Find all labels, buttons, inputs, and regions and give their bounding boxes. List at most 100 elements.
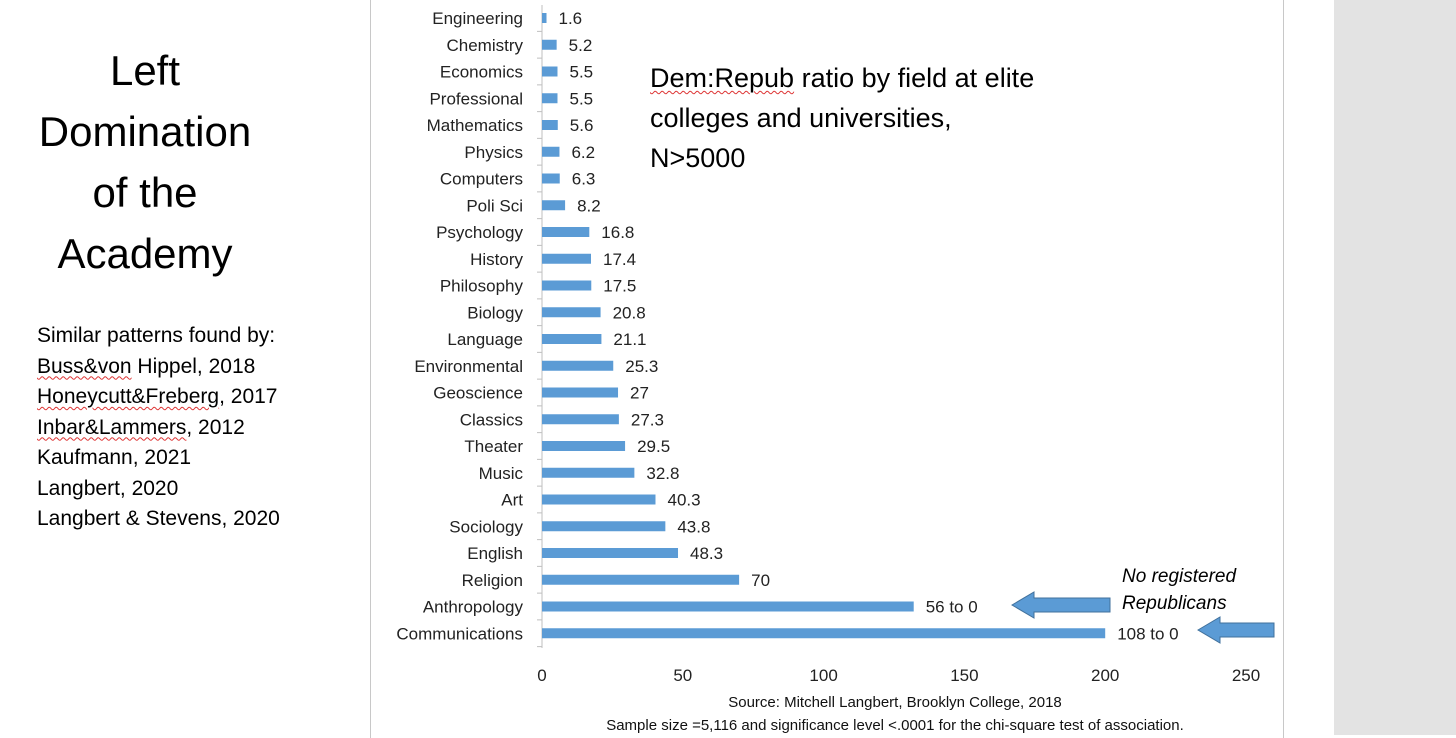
- title-line: Left: [109, 47, 181, 94]
- sample-note: Sample size =5,116 and significance leve…: [606, 717, 1184, 734]
- chart-title: Dem:Repub ratio by field at elite colleg…: [650, 58, 1034, 178]
- category-label: Geoscience: [433, 384, 523, 403]
- reference-rest: , 2017: [219, 385, 278, 408]
- data-label: 70: [751, 571, 770, 590]
- bar: [542, 334, 602, 344]
- data-label: 21.1: [613, 330, 646, 349]
- reference-author: Inbar&Lammers: [37, 415, 187, 439]
- bar: [542, 146, 560, 157]
- bar: [542, 494, 656, 505]
- chart-frame: [370, 0, 1284, 738]
- title-line: of the: [92, 169, 198, 216]
- data-label: 6.3: [572, 170, 596, 189]
- chart-title-line: Dem:Repub ratio by field at elite: [650, 58, 1034, 98]
- reference-item: Kaufmann, 2021: [37, 443, 280, 474]
- bar: [542, 574, 740, 585]
- annotation-arrow-anthropology: [1011, 591, 1111, 619]
- category-label: Language: [447, 330, 523, 349]
- category-label: Art: [501, 491, 523, 510]
- chart-title-rest: ratio by field at elite: [794, 63, 1035, 93]
- data-label: 5.5: [569, 63, 593, 82]
- category-label: English: [467, 544, 523, 563]
- bar: [542, 200, 566, 211]
- bar: [542, 441, 626, 451]
- annotation-line: No registered: [1122, 566, 1237, 587]
- category-label: Biology: [467, 303, 523, 322]
- bar: [542, 628, 1106, 639]
- source-line: Source: Mitchell Langbert, Brooklyn Coll…: [728, 694, 1062, 711]
- data-label: 43.8: [677, 517, 710, 536]
- bar: [542, 521, 666, 532]
- data-label: 27: [630, 384, 649, 403]
- category-label: Engineering: [432, 9, 523, 28]
- reference-author: Honeycutt&Freberg: [37, 385, 220, 408]
- references-list: Similar patterns found by: Buss&von Hipp…: [37, 321, 280, 535]
- data-label: 32.8: [646, 464, 679, 483]
- slide-gutter: [1334, 0, 1456, 735]
- data-label: 48.3: [690, 544, 723, 563]
- data-label: 20.8: [613, 303, 646, 322]
- bar: [542, 467, 635, 478]
- x-tick-label: 50: [673, 666, 692, 685]
- reference-rest: Langbert, 2020: [37, 476, 179, 500]
- category-label: Sociology: [449, 517, 523, 536]
- category-label: Economics: [440, 63, 523, 82]
- bar: [542, 13, 547, 23]
- reference-item: Langbert, 2020: [37, 474, 280, 505]
- reference-item: Inbar&Lammers, 2012: [37, 413, 280, 444]
- chart-title-line: N>5000: [650, 143, 746, 173]
- category-label: Mathematics: [427, 116, 523, 135]
- annotation-arrow-communications: [1197, 616, 1275, 644]
- bar: [542, 360, 614, 371]
- reference-item: Langbert & Stevens, 2020: [37, 504, 280, 535]
- x-tick-label: 200: [1091, 666, 1119, 685]
- data-label: 17.5: [603, 277, 636, 296]
- category-label: Professional: [429, 89, 523, 108]
- category-label: Poli Sci: [466, 196, 523, 215]
- reference-rest: Hippel, 2018: [131, 354, 256, 378]
- data-label: 6.2: [571, 143, 595, 162]
- reference-rest: Langbert & Stevens, 2020: [37, 507, 280, 530]
- data-label: 29.5: [637, 437, 670, 456]
- reference-item: Honeycutt&Freberg, 2017: [37, 382, 280, 413]
- data-label: 5.2: [569, 36, 593, 55]
- data-label: 40.3: [667, 491, 700, 510]
- category-label: History: [470, 250, 523, 269]
- data-label: 56 to 0: [926, 598, 978, 617]
- category-label: Psychology: [436, 223, 523, 242]
- category-label: Chemistry: [446, 36, 523, 55]
- category-label: Music: [479, 464, 524, 483]
- reference-rest: Kaufmann, 2021: [37, 446, 192, 469]
- reference-item: Buss&von Hippel, 2018: [37, 352, 280, 383]
- bar: [542, 307, 601, 318]
- bar: [542, 227, 590, 237]
- data-label: 27.3: [631, 410, 664, 429]
- bar: [542, 66, 558, 77]
- category-label: Anthropology: [423, 598, 524, 617]
- bar: [542, 414, 619, 425]
- category-label: Environmental: [414, 357, 523, 376]
- category-label: Philosophy: [440, 277, 524, 296]
- reference-author: Buss&von: [37, 354, 132, 378]
- category-label: Religion: [462, 571, 523, 590]
- data-label: 8.2: [577, 196, 601, 215]
- category-label: Classics: [460, 410, 523, 429]
- bar: [542, 280, 592, 291]
- x-tick-label: 100: [809, 666, 837, 685]
- bar: [542, 601, 914, 612]
- data-label: 5.5: [569, 89, 593, 108]
- data-label: 1.6: [559, 9, 583, 28]
- bar: [542, 120, 558, 130]
- bar: [542, 548, 679, 558]
- x-tick-label: 150: [950, 666, 978, 685]
- data-label: 108 to 0: [1117, 624, 1178, 643]
- annotation-text: No registered Republicans: [1122, 563, 1236, 617]
- reference-rest: , 2012: [186, 415, 245, 439]
- data-label: 16.8: [601, 223, 634, 242]
- references-heading: Similar patterns found by:: [37, 324, 276, 347]
- title-line: Academy: [57, 230, 233, 277]
- chart-title-ratio: Dem:Repub: [650, 63, 795, 93]
- bar: [542, 253, 591, 264]
- category-label: Computers: [440, 170, 523, 189]
